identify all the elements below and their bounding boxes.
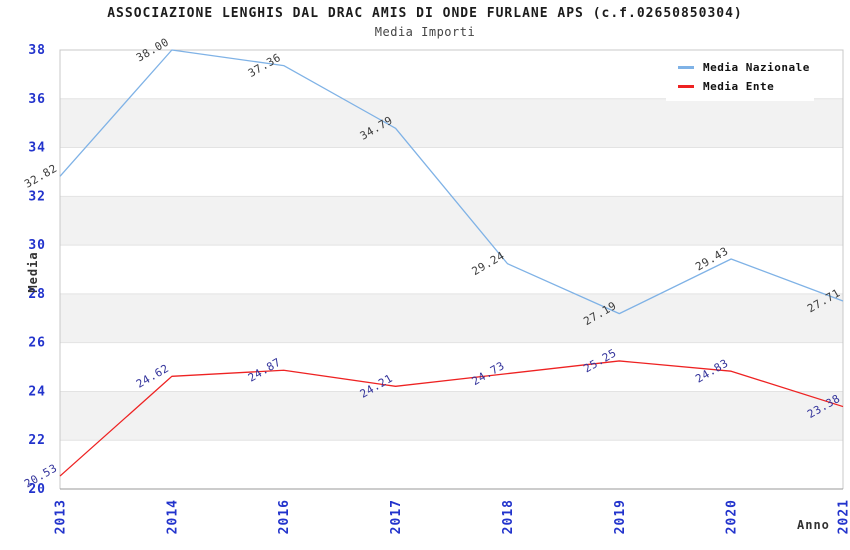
chart-title: ASSOCIAZIONE LENGHIS DAL DRAC AMIS DI ON…: [107, 6, 743, 21]
y-axis-title: Media: [26, 251, 40, 293]
x-tick-label-2016: 2016: [277, 499, 292, 534]
data-label-media-nazionale-2013: 32.82: [22, 162, 59, 191]
series-line-media-nazionale: [59, 49, 844, 315]
data-label-media-nazionale-2016: 37.36: [246, 51, 283, 80]
y-tick-label-26: 26: [28, 336, 46, 351]
chart-subtitle: Media Importi: [374, 25, 476, 39]
y-tick-label-30: 30: [28, 238, 46, 253]
y-tick-label-22: 22: [28, 433, 46, 448]
x-tick-label-2018: 2018: [501, 499, 516, 534]
y-tick-label-20: 20: [28, 482, 46, 497]
x-tick-label-2014: 2014: [165, 499, 180, 534]
y-tick-label-34: 34: [28, 141, 46, 156]
plot-band: [60, 98, 843, 148]
legend-item-media-ente: Media Ente: [678, 77, 814, 96]
x-tick-label-2017: 2017: [389, 499, 404, 534]
y-tick-label-36: 36: [28, 92, 46, 107]
line-swatch-blue-icon: [678, 66, 694, 69]
legend: Media Nazionale Media Ente: [666, 51, 814, 101]
y-tick-label-38: 38: [28, 43, 46, 58]
x-axis-title: Anno: [797, 518, 830, 532]
legend-label-media-nazionale: Media Nazionale: [703, 61, 810, 74]
plot-band: [60, 391, 843, 441]
x-tick-label-2013: 2013: [54, 499, 69, 534]
data-label-media-nazionale-2018: 29.24: [470, 249, 507, 278]
legend-item-media-nazionale: Media Nazionale: [678, 58, 814, 77]
x-tick-label-2020: 2020: [725, 499, 740, 534]
x-tick-label-2019: 2019: [613, 499, 628, 534]
plot-band: [60, 293, 843, 343]
data-label-media-ente-2014: 24.62: [134, 362, 171, 391]
plot-band: [60, 196, 843, 246]
series-line-media-ente: [59, 360, 844, 477]
x-tick-label-2021: 2021: [837, 499, 850, 534]
y-tick-label-24: 24: [28, 384, 46, 399]
y-tick-label-32: 32: [28, 189, 46, 204]
legend-label-media-ente: Media Ente: [703, 80, 775, 93]
y-tick-label-28: 28: [28, 287, 46, 302]
line-swatch-red-icon: [678, 85, 694, 88]
plot-border: [59, 49, 844, 489]
data-label-media-ente-2018: 24.73: [470, 359, 507, 388]
data-label-media-ente-2019: 25.25: [581, 346, 618, 375]
